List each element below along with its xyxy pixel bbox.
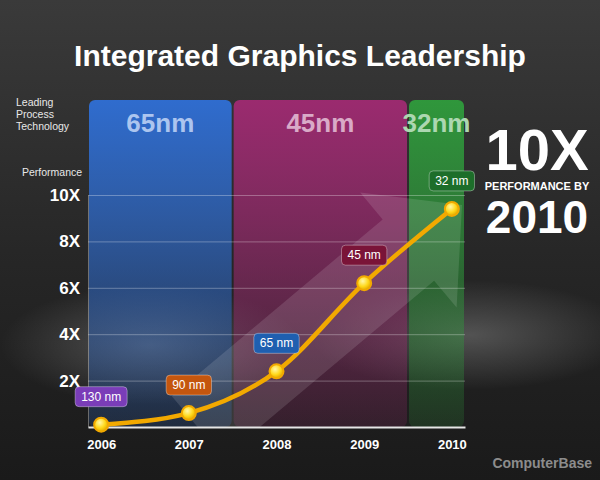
annotation-box (254, 333, 299, 353)
x-axis: 2006 2007 2008 2009 2010 (87, 427, 467, 452)
band-title-line: Process (16, 108, 54, 120)
data-point (270, 364, 284, 378)
annotation: 45 nm (341, 245, 386, 265)
x-axis-line (89, 427, 466, 429)
process-band (89, 100, 232, 427)
background (0, 0, 600, 480)
data-point (357, 276, 371, 290)
annotation: 32 nm (429, 171, 474, 191)
annotation: 130 nm (75, 387, 127, 407)
y-tick-label: 4X (59, 325, 80, 344)
band-title: LeadingProcessTechnology (16, 96, 70, 132)
annotations: 130 nm 90 nm 65 nm 45 nm 32 nm (75, 171, 474, 407)
x-tick: 2010 (438, 427, 467, 452)
watermark: ComputerBase (492, 455, 592, 471)
data-group (94, 202, 459, 432)
y-tick-label: 8X (59, 232, 80, 251)
annotation-label: 90 nm (172, 378, 205, 392)
x-tick-label: 2010 (438, 437, 467, 452)
band-title-line: Technology (16, 120, 70, 132)
x-tick-label: 2008 (263, 437, 292, 452)
data-point (94, 418, 108, 432)
x-tick: 2008 (263, 427, 292, 452)
band-title-line: Leading (16, 96, 54, 108)
chart-svg: Integrated Graphics Leadership 65nm 45nm 32… (0, 0, 600, 480)
annotation-label: 32 nm (435, 174, 468, 188)
x-tick: 2009 (350, 427, 379, 452)
y-tick-label: 10X (50, 186, 81, 205)
y-tick-label: 6X (59, 279, 80, 298)
process-band-label: 45nm (286, 108, 354, 138)
annotation: 90 nm (166, 375, 211, 395)
title: Integrated Graphics Leadership (74, 39, 526, 72)
grid-line (88, 195, 465, 196)
x-tick-label: 2009 (350, 437, 379, 452)
annotation-box (166, 375, 211, 395)
data-point (182, 406, 196, 420)
data-line (101, 209, 452, 425)
x-tick-label: 2007 (175, 437, 204, 452)
y-axis-title: Performance (22, 166, 82, 178)
annotation-box (429, 171, 474, 191)
chart-container: Integrated Graphics Leadership 65nm 45nm 32… (0, 0, 600, 480)
data-point (445, 202, 459, 216)
annotation: 65 nm (254, 333, 299, 353)
annotation-label: 65 nm (260, 336, 293, 350)
process-band-label: 32nm (403, 108, 471, 138)
annotation-label: 130 nm (81, 390, 121, 404)
annotation-box (341, 245, 386, 265)
process-band-label: 65nm (126, 108, 194, 138)
x-tick-label: 2006 (87, 437, 116, 452)
arrow-group (172, 193, 462, 427)
x-tick: 2007 (175, 427, 204, 452)
decorative-arrow (172, 193, 462, 427)
annotation-label: 45 nm (347, 248, 380, 262)
annotation-box (75, 387, 127, 407)
callout-text: 10X (485, 117, 589, 182)
callout-text: 2010 (486, 191, 588, 243)
